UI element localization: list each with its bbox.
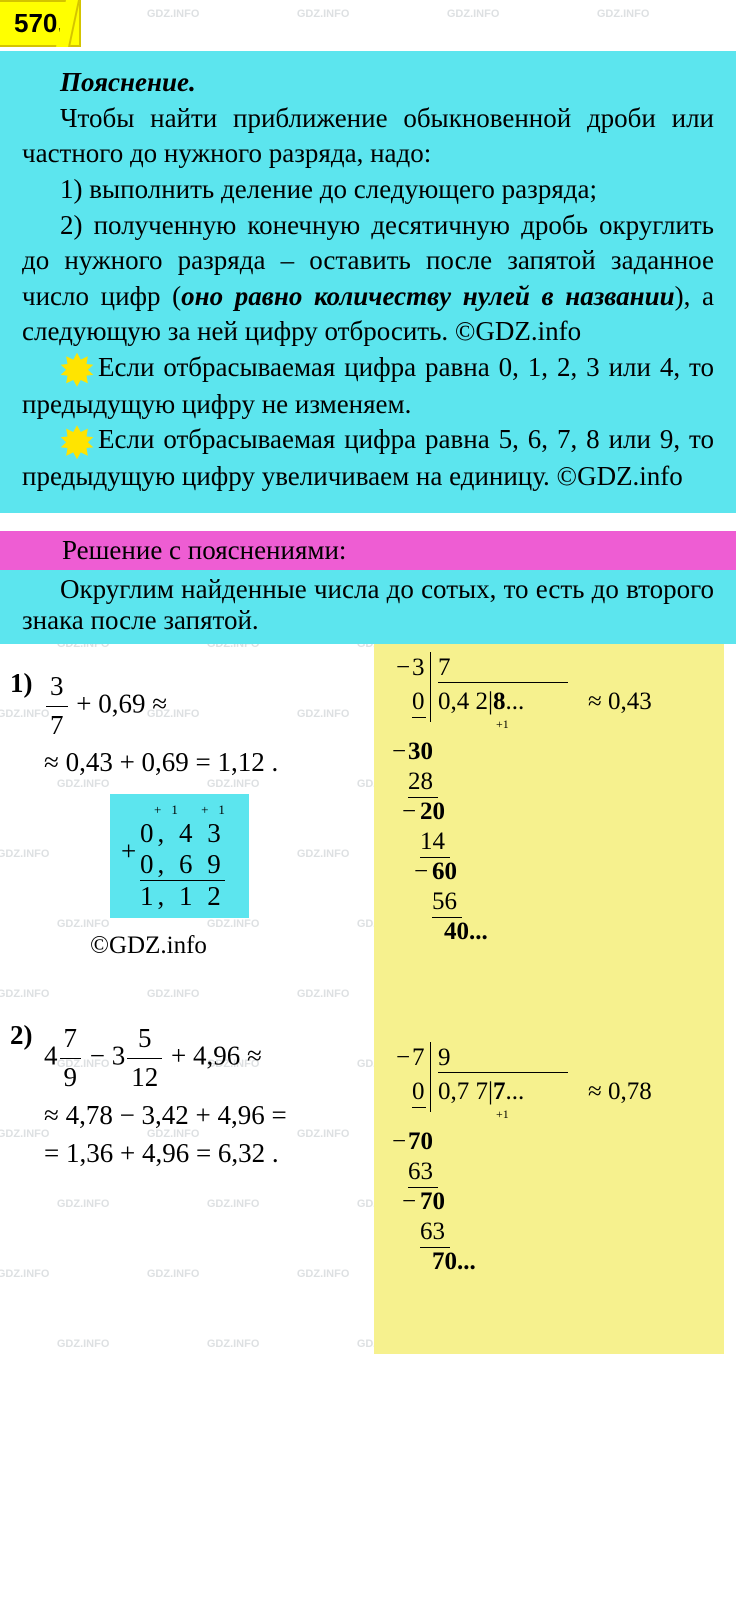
column-addition: +1 +1 + 0, 4 3 0, 6 9 1, 1 2 [110,794,249,918]
explanation-block: Пояснение. Чтобы найти приближение обыкн… [0,51,736,513]
copyright: ©GDZ.info [90,932,736,960]
problem-number-tag: 570. [0,0,81,47]
explanation-p5: Если отбрасываемая цифра равна 5, 6, 7, … [22,422,714,494]
explanation-p1: Чтобы найти приближение обыкновенной дро… [22,101,714,172]
work-area: − 3 7 0 0,4 2|8... ≈ 0,43 +1 − 30 28 [0,644,736,1364]
solution-title: Решение с пояснениями: [0,531,736,570]
fraction: 7 9 [60,1020,82,1097]
fraction: 3 7 [46,668,68,745]
explanation-title: Пояснение. [60,65,714,101]
problem-1-label: 1) [10,668,33,699]
fraction: 5 12 [127,1020,162,1097]
problem-2: 2) 4 7 9 − 3 5 12 + 4,96 ≈ ≈ 4,78 − 3,42… [0,1020,736,1172]
explanation-p4: Если отбрасываемая цифра равна 0, 1, 2, … [22,350,714,422]
explanation-p2: 1) выполнить деление до следующего разря… [22,172,714,208]
star-icon [60,353,94,387]
problem-2-label: 2) [10,1020,33,1051]
solution-intro: Округлим найденные числа до сотых, то ес… [0,570,736,644]
explanation-p3: 2) полученную конечную десятичную дробь … [22,208,714,351]
star-icon [60,425,94,459]
problem-1: 1) 3 7 + 0,69 ≈ ≈ 0,43 + 0,69 = 1,12 . +… [0,668,736,960]
problem-number: 570. [14,8,65,38]
